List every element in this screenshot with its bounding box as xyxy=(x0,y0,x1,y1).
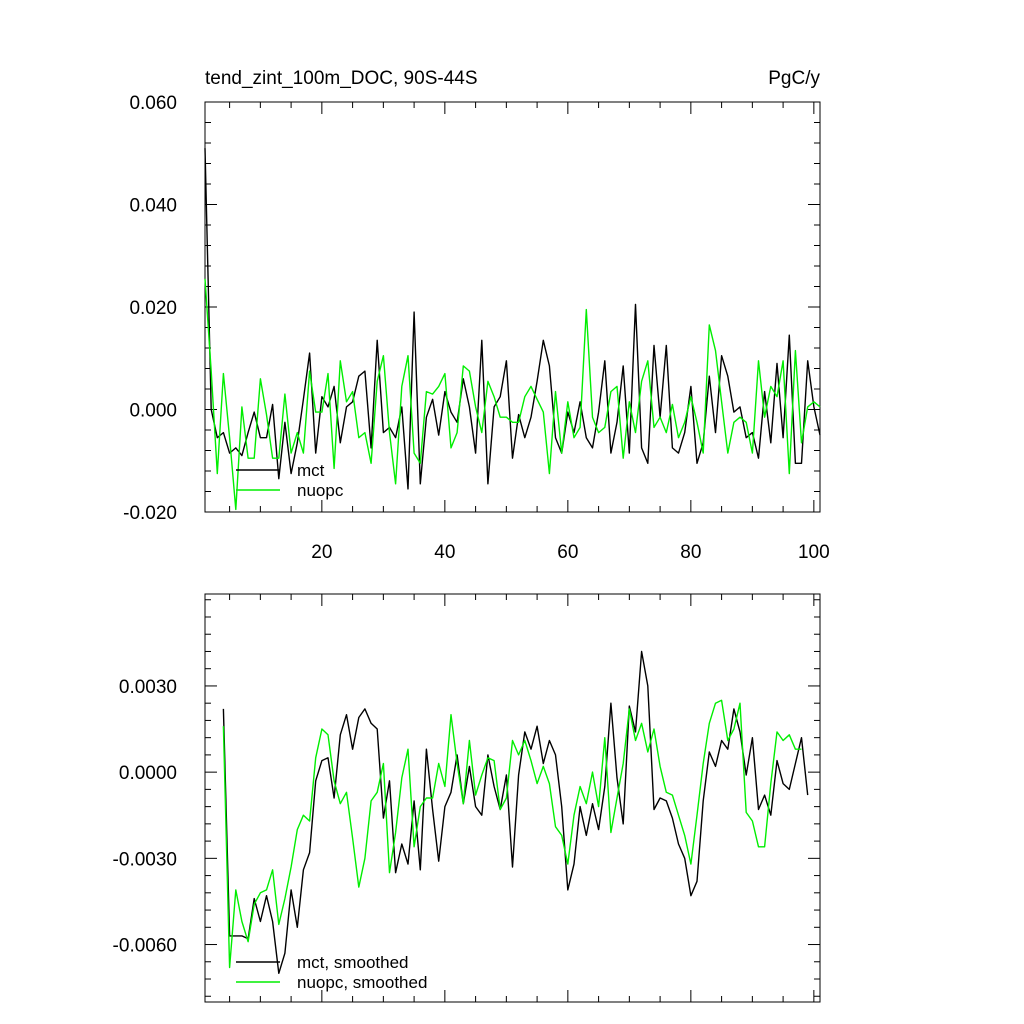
panel-1: 20 40 60 80 100 0.060 0.040 0.020 0.000 -0.020 mct… xyxy=(123,93,830,563)
x-tick-label: 40 xyxy=(434,542,455,563)
series-line-nuopc xyxy=(222,699,802,969)
legend-label-mct: mct, smoothed xyxy=(297,953,409,972)
legend-label-mct: mct xyxy=(297,461,325,480)
x-tick-label: 60 xyxy=(557,542,578,563)
series-line-nuopc xyxy=(204,278,821,511)
x-tick-label: 100 xyxy=(798,542,830,563)
y-tick-label: 0.0000 xyxy=(119,763,177,784)
x-tick-label: 80 xyxy=(680,542,701,563)
panel-2: 0.0030 0.0000 -0.0030 -0.0060 mct, smoothedn… xyxy=(113,593,821,1003)
y-tick-label: 0.000 xyxy=(129,401,177,422)
units-label: PgC/y xyxy=(768,68,820,89)
y-tick-label: -0.0030 xyxy=(113,849,177,870)
y-tick-label: -0.0060 xyxy=(113,936,177,957)
y-tick-label: 0.040 xyxy=(129,196,177,217)
series-line-mct xyxy=(204,148,821,490)
chart-title: tend_zint_100m_DOC, 90S-44S xyxy=(205,68,478,89)
series-line-mct xyxy=(222,650,809,974)
legend-label-nuopc: nuopc xyxy=(297,481,344,500)
y-tick-label: 0.0030 xyxy=(119,677,177,698)
y-tick-label: -0.020 xyxy=(123,503,177,524)
plot-panels: 20 40 60 80 100 0.060 0.040 0.020 0.000 -0.020 mct… xyxy=(113,93,830,1003)
plot-frame xyxy=(204,593,821,1003)
x-tick-label: 20 xyxy=(311,542,332,563)
y-tick-label: 0.020 xyxy=(129,298,177,319)
y-tick-label: 0.060 xyxy=(129,93,177,114)
legend-label-nuopc: nuopc, smoothed xyxy=(297,973,427,992)
